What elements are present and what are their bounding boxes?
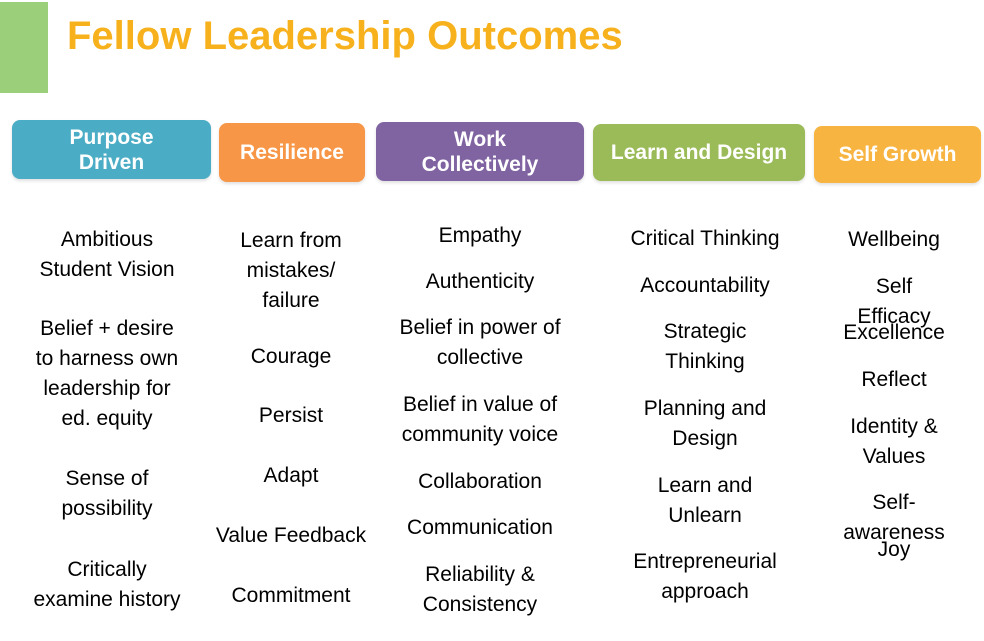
list-item: Joy xyxy=(877,538,911,561)
list-item: Adapt xyxy=(263,464,319,487)
list-item: Belief + desire to harness own leadershi… xyxy=(35,317,179,430)
list-item: Learn and Unlearn xyxy=(657,474,753,527)
list-item: Planning and Design xyxy=(643,397,767,450)
list-item: Self Efficacy xyxy=(857,275,931,328)
title-accent-bar xyxy=(0,2,48,93)
list-item: Reflect xyxy=(861,368,927,391)
header-learn-and-design: Learn and Design xyxy=(593,124,805,181)
page-title: Fellow Leadership Outcomes xyxy=(67,14,623,58)
list-item: Critical Thinking xyxy=(630,227,780,250)
header-work-collectively: Work Collectively xyxy=(376,122,584,181)
list-item: Excellence xyxy=(843,321,945,344)
list-item: Learn from mistakes/ failure xyxy=(240,229,342,312)
header-purpose-driven: Purpose Driven xyxy=(12,120,211,179)
list-item: Entrepreneurial approach xyxy=(633,550,777,603)
list-item: Empathy xyxy=(438,224,522,247)
list-item: Self-awareness xyxy=(843,491,945,544)
list-item: Critically examine history xyxy=(33,558,181,611)
list-item: Ambitious Student Vision xyxy=(39,228,175,281)
list-item: Wellbeing xyxy=(848,228,940,251)
list-item: Courage xyxy=(250,345,332,368)
list-item: Sense of possibility xyxy=(61,467,153,520)
list-item: Strategic Thinking xyxy=(663,320,747,373)
list-item: Belief in value of community voice xyxy=(401,393,559,446)
list-item: Accountability xyxy=(640,274,770,297)
list-item: Value Feedback xyxy=(215,524,367,547)
header-resilience: Resilience xyxy=(219,123,365,182)
list-item: Belief in power of collective xyxy=(399,316,561,369)
list-item: Collaboration xyxy=(418,470,542,493)
list-item: Commitment xyxy=(231,584,351,607)
list-item: Reliability & Consistency xyxy=(422,563,538,616)
list-item: Identity & Values xyxy=(850,415,938,468)
list-item: Persist xyxy=(258,404,324,427)
header-self-growth: Self Growth xyxy=(814,126,981,183)
list-item: Communication xyxy=(407,516,553,539)
list-item: Authenticity xyxy=(425,270,535,293)
